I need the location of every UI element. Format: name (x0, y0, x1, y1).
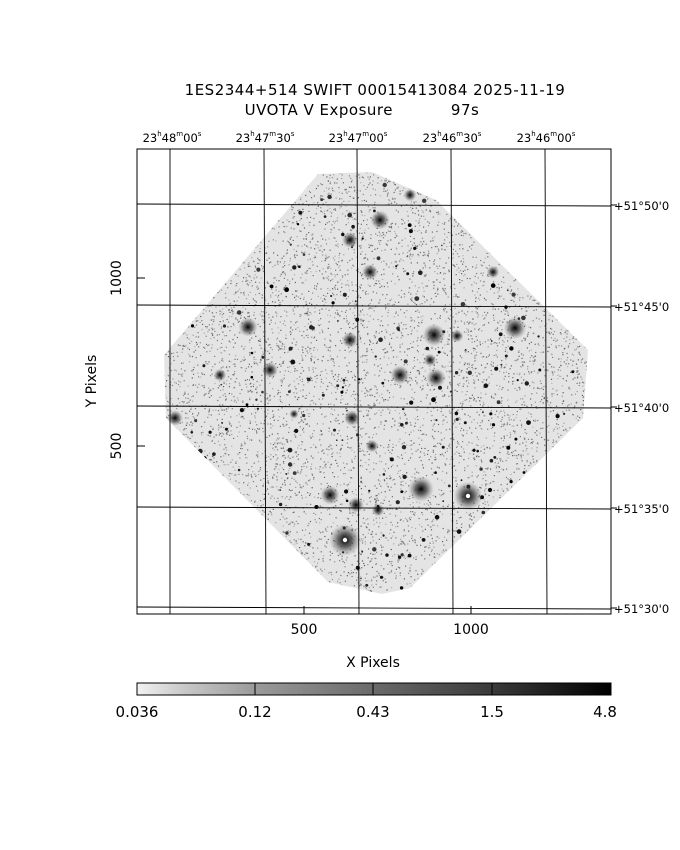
colorbar-label: 1.5 (480, 703, 504, 721)
y-tick-label: 500 (109, 432, 125, 460)
ra-grid-line (544, 148, 548, 615)
dec-grid-line (136, 203, 612, 207)
dec-grid-line (136, 304, 612, 308)
wcs-grid (136, 148, 612, 615)
ra-tick-label: 23h46m30s (422, 130, 482, 145)
x-tick-label: 1000 (453, 622, 489, 638)
y-tick-label: 1000 (109, 260, 125, 296)
x-tick-label: 500 (290, 622, 318, 638)
dec-tick-label: +51°35'0 (614, 502, 670, 516)
ra-tick-label: 23h46m00s (516, 130, 576, 145)
colorbar-label: 4.8 (593, 703, 617, 721)
dec-tick-label: +51°30'0 (614, 602, 670, 616)
dec-grid-line (136, 606, 612, 610)
colorbar (136, 682, 612, 696)
dec-tick-label: +51°50'0 (614, 199, 670, 213)
plot-frame (136, 148, 612, 615)
ra-grid-line (263, 148, 267, 615)
x-axis-label: X Pixels (346, 655, 400, 671)
ra-grid-line (450, 148, 454, 615)
y-axis-label: Y Pixels (84, 354, 100, 408)
dec-grid-line (136, 506, 612, 510)
ra-tick-label: 23h48m00s (142, 130, 202, 145)
colorbar-label: 0.43 (356, 703, 390, 721)
ra-tick-label: 23h47m30s (235, 130, 295, 145)
field-of-view (164, 172, 588, 594)
colorbar-ticks (254, 683, 493, 695)
colorbar-label: 0.12 (238, 703, 272, 721)
dec-grid-line (136, 405, 612, 409)
ra-grid-line (356, 148, 360, 615)
dec-tick-label: +51°45'0 (614, 300, 670, 314)
axis-ticks (137, 204, 617, 614)
ra-tick-label: 23h47m00s (328, 130, 388, 145)
image-title: 1ES2344+514 SWIFT 00015413084 2025-11-19 (184, 81, 566, 99)
dec-tick-label: +51°40'0 (614, 401, 670, 415)
colorbar-label: 0.036 (115, 703, 159, 721)
image-subtitle: UVOTA V Exposure 97s (244, 101, 480, 119)
